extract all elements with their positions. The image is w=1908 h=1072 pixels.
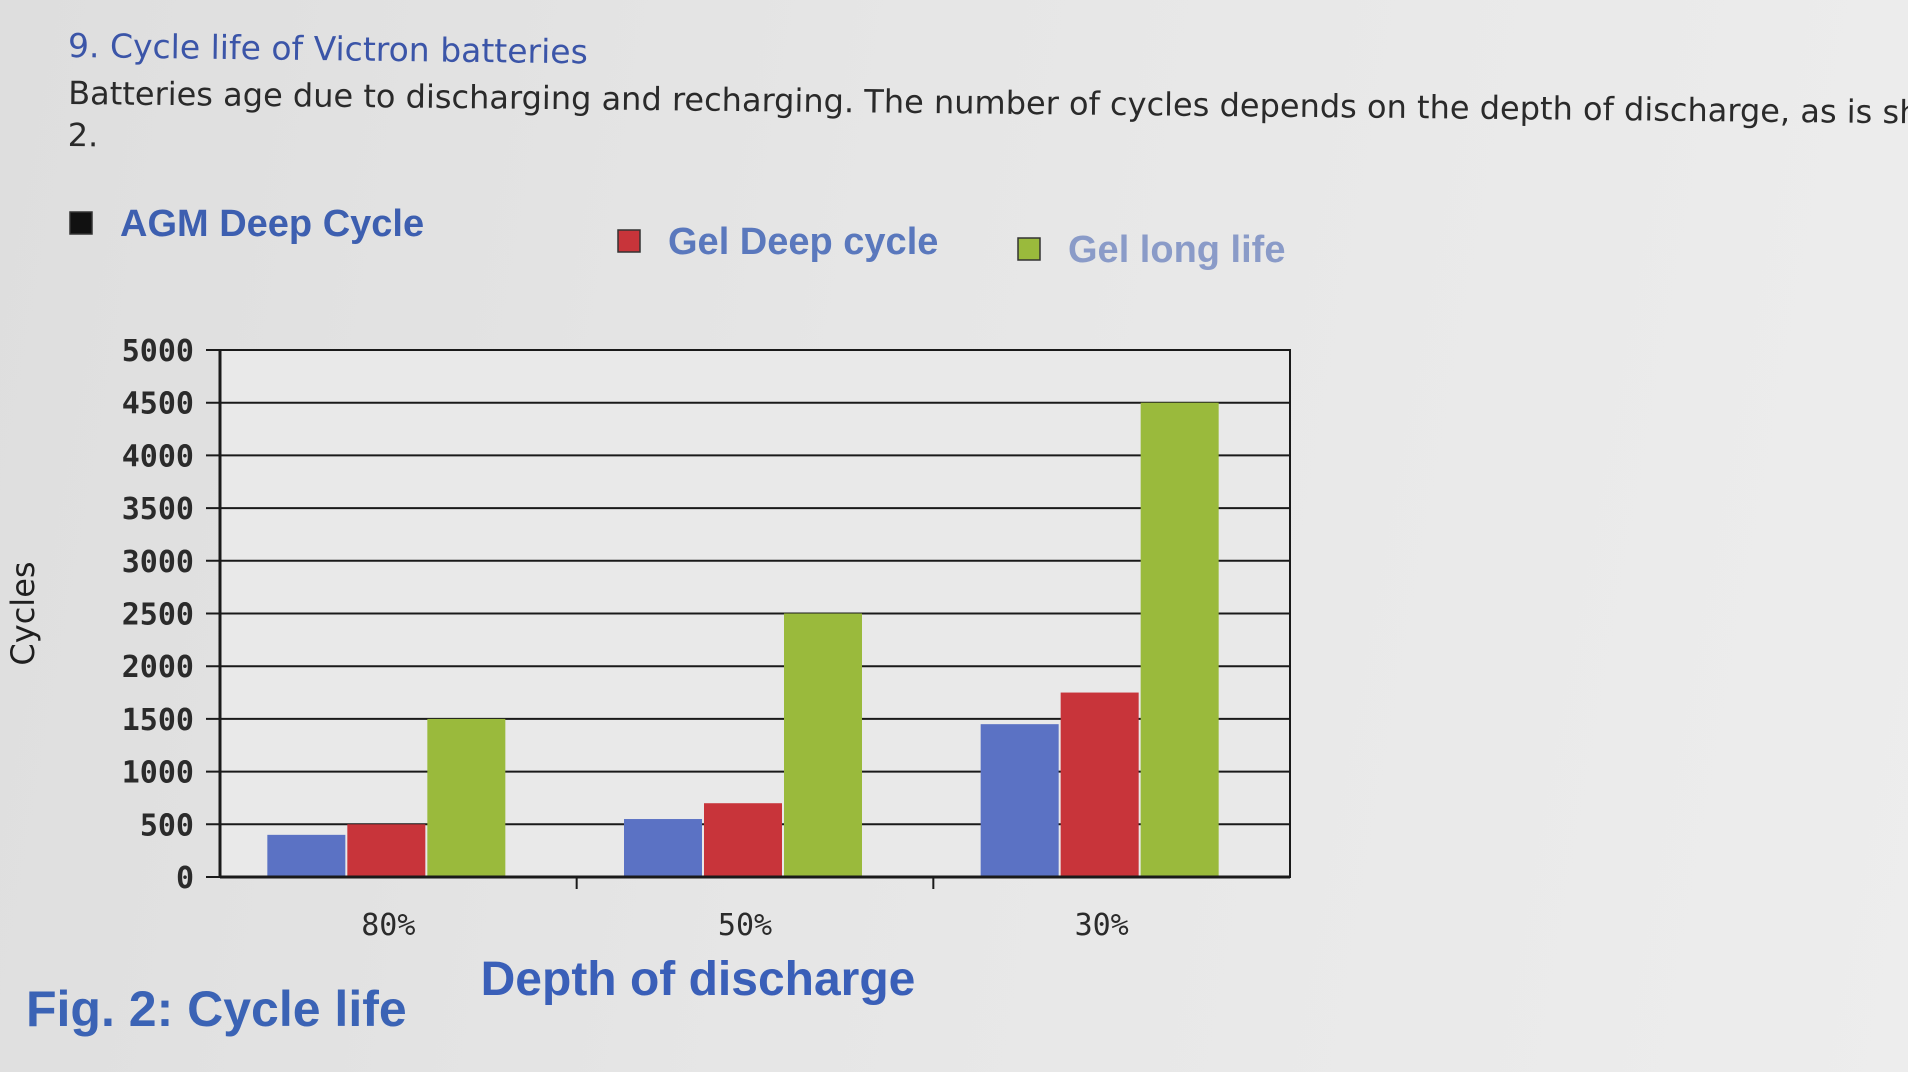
legend-label: Gel Deep cycle <box>668 221 938 263</box>
y-tick-label: 4500 <box>122 387 194 422</box>
bar-gel-deep-cycle-1 <box>704 803 782 877</box>
y-axis-title: Cycles <box>4 561 42 665</box>
x-tick-label: 80% <box>361 908 415 943</box>
chart-bars <box>267 402 1219 877</box>
y-tick-label: 4000 <box>122 439 194 474</box>
y-tick-label: 500 <box>140 808 194 843</box>
chart-axes <box>218 350 1290 889</box>
y-tick-label: 1000 <box>122 756 194 791</box>
bar-agm-deep-cycle-0 <box>267 834 346 877</box>
legend-swatch <box>617 229 641 253</box>
legend-label: AGM Deep Cycle <box>120 203 424 245</box>
chart-legend: AGM Deep Cycle Gel Deep cycle Gel long lif… <box>69 203 1285 271</box>
y-tick-label: 2500 <box>122 598 194 633</box>
bar-gel-long-life-0 <box>427 718 506 877</box>
y-tick-label: 3000 <box>122 545 194 580</box>
legend-swatch <box>1017 237 1041 261</box>
chart-gridlines <box>206 349 1291 878</box>
bar-gel-deep-cycle-2 <box>1060 692 1139 877</box>
bar-agm-deep-cycle-2 <box>980 724 1059 877</box>
x-axis-title: Depth of discharge <box>481 953 916 1006</box>
y-tick-label: 3500 <box>122 492 194 527</box>
y-tick-label: 2000 <box>122 650 194 685</box>
bar-gel-long-life-2 <box>1140 402 1219 877</box>
chart-labels: 0 500 1000 1500 2000 2500 3000 3500 4000 4500 5000… <box>4 334 1129 1006</box>
legend-swatch <box>69 211 93 235</box>
x-tick-label: 50% <box>718 908 772 943</box>
x-tick-label: 30% <box>1075 908 1129 943</box>
legend-label: Gel long life <box>1068 229 1285 271</box>
figure-caption: Fig. 2: Cycle life <box>26 981 407 1037</box>
y-tick-label: 5000 <box>122 334 194 369</box>
y-tick-label: 1500 <box>122 703 194 738</box>
bar-gel-long-life-1 <box>784 613 862 877</box>
bar-agm-deep-cycle-1 <box>624 819 702 877</box>
y-tick-label: 0 <box>176 861 194 896</box>
bar-gel-deep-cycle-0 <box>347 824 426 877</box>
